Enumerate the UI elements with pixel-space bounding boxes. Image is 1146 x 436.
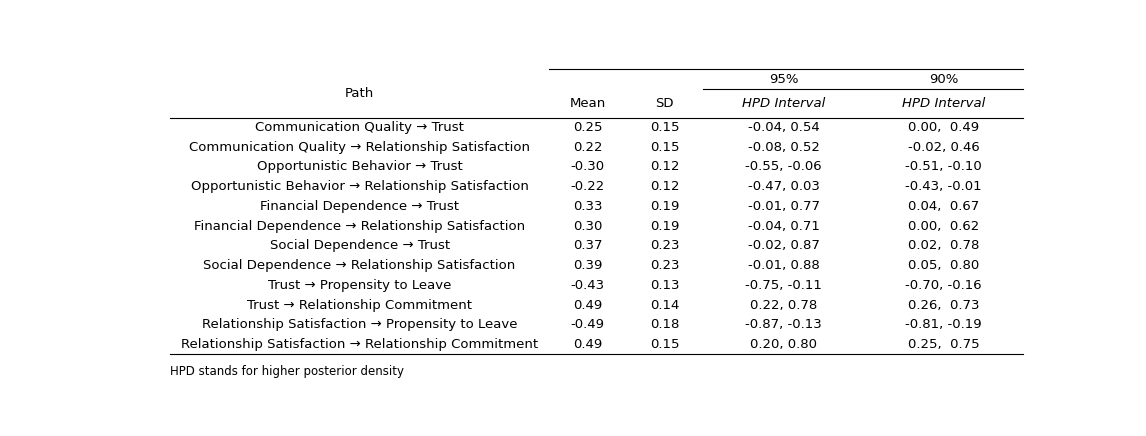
Text: 0.14: 0.14	[650, 299, 680, 312]
Text: 0.39: 0.39	[573, 259, 603, 272]
Text: 0.15: 0.15	[650, 338, 680, 351]
Text: Social Dependence → Trust: Social Dependence → Trust	[269, 239, 449, 252]
Text: -0.55, -0.06: -0.55, -0.06	[745, 160, 822, 174]
Text: 0.49: 0.49	[573, 299, 603, 312]
Text: 0.15: 0.15	[650, 121, 680, 134]
Text: -0.87, -0.13: -0.87, -0.13	[745, 318, 822, 331]
Text: 0.00,  0.62: 0.00, 0.62	[908, 220, 980, 233]
Text: Path: Path	[345, 87, 375, 100]
Text: 0.19: 0.19	[650, 200, 680, 213]
Text: 0.22: 0.22	[573, 141, 603, 154]
Text: -0.81, -0.19: -0.81, -0.19	[905, 318, 982, 331]
Text: Opportunistic Behavior → Relationship Satisfaction: Opportunistic Behavior → Relationship Sa…	[190, 180, 528, 193]
Text: 0.49: 0.49	[573, 338, 603, 351]
Text: HPD Interval: HPD Interval	[743, 97, 825, 110]
Text: 0.26,  0.73: 0.26, 0.73	[908, 299, 980, 312]
Text: SD: SD	[656, 97, 674, 110]
Text: -0.02, 0.87: -0.02, 0.87	[748, 239, 819, 252]
Text: Financial Dependence → Relationship Satisfaction: Financial Dependence → Relationship Sati…	[194, 220, 525, 233]
Text: -0.49: -0.49	[571, 318, 605, 331]
Text: -0.02, 0.46: -0.02, 0.46	[908, 141, 980, 154]
Text: 0.12: 0.12	[650, 180, 680, 193]
Text: 0.23: 0.23	[650, 259, 680, 272]
Text: Trust → Propensity to Leave: Trust → Propensity to Leave	[268, 279, 452, 292]
Text: 0.15: 0.15	[650, 141, 680, 154]
Text: -0.08, 0.52: -0.08, 0.52	[748, 141, 819, 154]
Text: Communication Quality → Relationship Satisfaction: Communication Quality → Relationship Sat…	[189, 141, 531, 154]
Text: 0.12: 0.12	[650, 160, 680, 174]
Text: 0.33: 0.33	[573, 200, 603, 213]
Text: 0.02,  0.78: 0.02, 0.78	[908, 239, 980, 252]
Text: -0.30: -0.30	[571, 160, 605, 174]
Text: Trust → Relationship Commitment: Trust → Relationship Commitment	[248, 299, 472, 312]
Text: -0.43: -0.43	[571, 279, 605, 292]
Text: -0.47, 0.03: -0.47, 0.03	[748, 180, 819, 193]
Text: -0.43, -0.01: -0.43, -0.01	[905, 180, 982, 193]
Text: 0.18: 0.18	[650, 318, 680, 331]
Text: -0.70, -0.16: -0.70, -0.16	[905, 279, 982, 292]
Text: 0.20, 0.80: 0.20, 0.80	[751, 338, 817, 351]
Text: Opportunistic Behavior → Trust: Opportunistic Behavior → Trust	[257, 160, 463, 174]
Text: 0.22, 0.78: 0.22, 0.78	[751, 299, 817, 312]
Text: 90%: 90%	[929, 73, 958, 86]
Text: Social Dependence → Relationship Satisfaction: Social Dependence → Relationship Satisfa…	[204, 259, 516, 272]
Text: Financial Dependence → Trust: Financial Dependence → Trust	[260, 200, 460, 213]
Text: 0.04,  0.67: 0.04, 0.67	[908, 200, 980, 213]
Text: 0.25: 0.25	[573, 121, 603, 134]
Text: Communication Quality → Trust: Communication Quality → Trust	[256, 121, 464, 134]
Text: 0.37: 0.37	[573, 239, 603, 252]
Text: 0.30: 0.30	[573, 220, 603, 233]
Text: 0.25,  0.75: 0.25, 0.75	[908, 338, 980, 351]
Text: -0.01, 0.88: -0.01, 0.88	[748, 259, 819, 272]
Text: -0.04, 0.71: -0.04, 0.71	[748, 220, 819, 233]
Text: 0.19: 0.19	[650, 220, 680, 233]
Text: 95%: 95%	[769, 73, 799, 86]
Text: 0.00,  0.49: 0.00, 0.49	[908, 121, 979, 134]
Text: HPD Interval: HPD Interval	[902, 97, 986, 110]
Text: Relationship Satisfaction → Relationship Commitment: Relationship Satisfaction → Relationship…	[181, 338, 539, 351]
Text: -0.04, 0.54: -0.04, 0.54	[748, 121, 819, 134]
Text: 0.05,  0.80: 0.05, 0.80	[908, 259, 980, 272]
Text: HPD stands for higher posterior density: HPD stands for higher posterior density	[170, 364, 403, 378]
Text: -0.22: -0.22	[571, 180, 605, 193]
Text: 0.23: 0.23	[650, 239, 680, 252]
Text: -0.75, -0.11: -0.75, -0.11	[745, 279, 822, 292]
Text: Mean: Mean	[570, 97, 606, 110]
Text: Relationship Satisfaction → Propensity to Leave: Relationship Satisfaction → Propensity t…	[202, 318, 517, 331]
Text: -0.51, -0.10: -0.51, -0.10	[905, 160, 982, 174]
Text: 0.13: 0.13	[650, 279, 680, 292]
Text: -0.01, 0.77: -0.01, 0.77	[748, 200, 819, 213]
